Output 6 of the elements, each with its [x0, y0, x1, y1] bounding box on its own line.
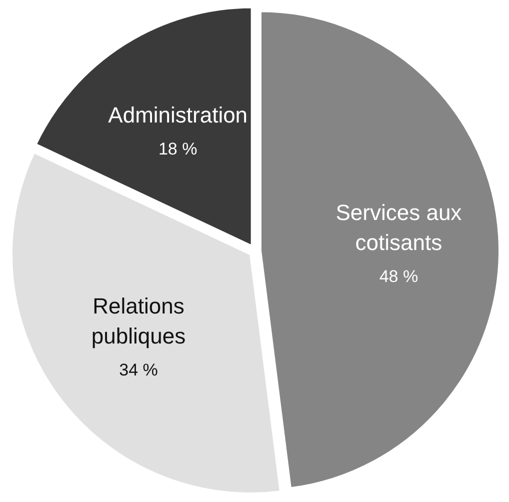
slice-label: Relations publiques [91, 294, 186, 349]
data-label: 48 % [379, 266, 418, 286]
slice-label: Services aux cotisants [336, 200, 462, 255]
slice-label: Administration [108, 102, 248, 128]
data-label: 18 % [158, 139, 198, 158]
data-label: 34 % [119, 360, 158, 380]
